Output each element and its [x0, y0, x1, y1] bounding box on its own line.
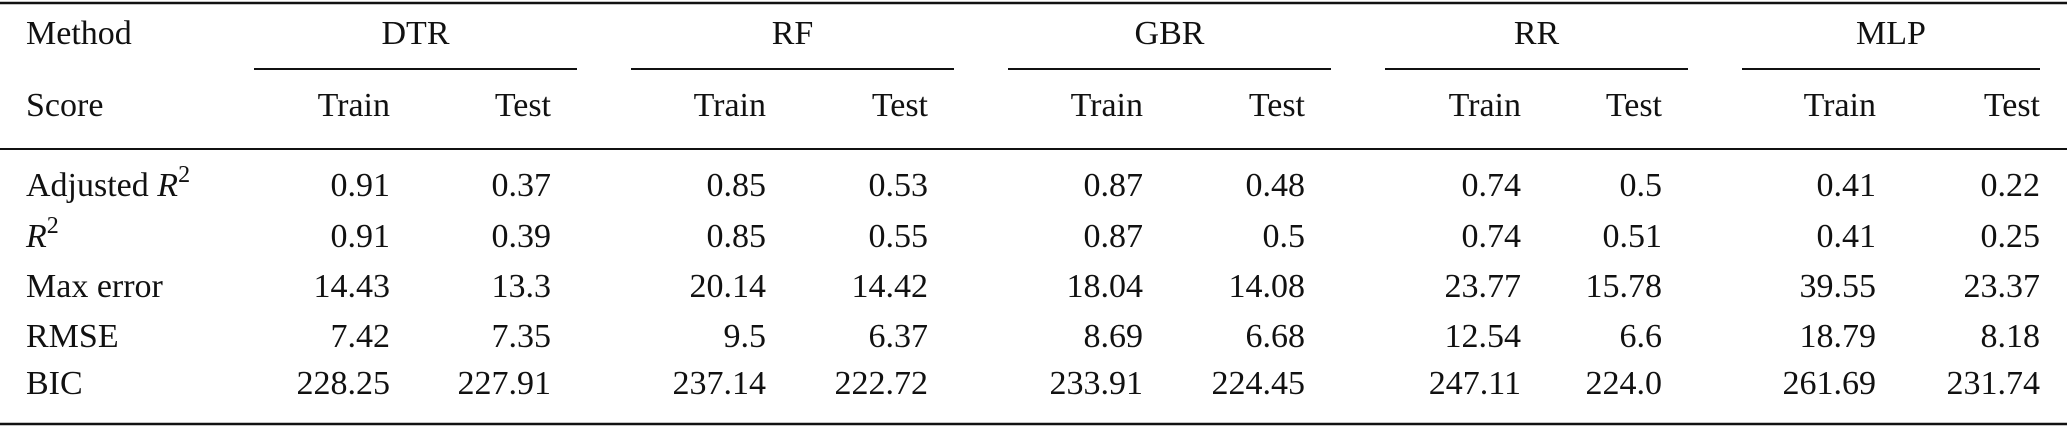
cell-value: 0.91 [331, 167, 391, 204]
cell-value: 23.37 [1964, 268, 2041, 305]
cell-value: 0.74 [1462, 167, 1522, 204]
label-part: Max error [26, 268, 164, 305]
column-header: Test [495, 87, 552, 124]
cell-value: 7.42 [331, 318, 391, 355]
group-header: GBR [1135, 15, 1205, 52]
cell-value: 20.14 [690, 268, 767, 305]
cell-value: 0.48 [1246, 167, 1306, 204]
cell-value: 23.77 [1445, 268, 1522, 305]
row-label: BIC [26, 365, 83, 402]
cell-value: 8.18 [1981, 318, 2041, 355]
cell-value: 6.68 [1246, 318, 1306, 355]
cell-value: 0.53 [869, 167, 929, 204]
score-header: Score [26, 87, 103, 124]
label-part: 2 [178, 162, 190, 188]
cell-value: 233.91 [1050, 365, 1144, 402]
cell-value: 0.74 [1462, 218, 1522, 255]
row-label: RMSE [26, 318, 119, 355]
cell-value: 0.87 [1084, 218, 1144, 255]
cell-value: 237.14 [673, 365, 767, 402]
column-header: Test [872, 87, 929, 124]
cell-value: 0.41 [1817, 167, 1877, 204]
cell-value: 261.69 [1783, 365, 1877, 402]
cell-value: 224.0 [1586, 365, 1663, 402]
label-part: RMSE [26, 318, 119, 355]
cell-value: 13.3 [492, 268, 552, 305]
cell-value: 8.69 [1084, 318, 1144, 355]
column-header: Test [1984, 87, 2041, 124]
cell-value: 12.54 [1445, 318, 1522, 355]
label-part: 2 [47, 213, 59, 239]
column-header: Train [1071, 87, 1143, 124]
cell-value: 0.55 [869, 218, 929, 255]
cell-value: 14.42 [852, 268, 929, 305]
cell-value: 0.85 [707, 167, 767, 204]
cell-value: 18.79 [1800, 318, 1877, 355]
cell-value: 0.51 [1603, 218, 1663, 255]
cell-value: 7.35 [492, 318, 552, 355]
cell-value: 14.08 [1229, 268, 1306, 305]
cell-value: 0.5 [1263, 218, 1306, 255]
cell-value: 6.37 [869, 318, 929, 355]
column-header: Train [318, 87, 390, 124]
row-label: R2 [25, 213, 59, 255]
label-part: BIC [26, 365, 83, 402]
row-label: Max error [26, 268, 164, 305]
cell-value: 0.85 [707, 218, 767, 255]
cell-value: 9.5 [724, 318, 767, 355]
column-header: Test [1249, 87, 1306, 124]
cell-value: 0.41 [1817, 218, 1877, 255]
group-header: RR [1514, 15, 1560, 52]
column-header: Test [1606, 87, 1663, 124]
column-header: Train [1804, 87, 1876, 124]
cell-value: 228.25 [297, 365, 391, 402]
group-header: RF [772, 15, 814, 52]
group-header: MLP [1856, 15, 1926, 52]
group-header: DTR [382, 15, 450, 52]
cell-value: 0.25 [1981, 218, 2041, 255]
cell-value: 222.72 [835, 365, 929, 402]
cell-value: 15.78 [1586, 268, 1663, 305]
label-part: R [25, 218, 47, 255]
cell-value: 227.91 [458, 365, 552, 402]
cell-value: 14.43 [314, 268, 391, 305]
cell-value: 0.91 [331, 218, 391, 255]
cell-value: 18.04 [1067, 268, 1144, 305]
cell-value: 0.87 [1084, 167, 1144, 204]
cell-value: 0.39 [492, 218, 552, 255]
column-header: Train [1449, 87, 1521, 124]
column-header: Train [694, 87, 766, 124]
cell-value: 0.5 [1620, 167, 1663, 204]
method-header: Method [26, 15, 132, 52]
cell-value: 39.55 [1800, 268, 1877, 305]
cell-value: 6.6 [1620, 318, 1663, 355]
row-label: Adjusted R2 [26, 162, 190, 204]
cell-value: 0.37 [492, 167, 552, 204]
label-part: Adjusted [26, 167, 157, 204]
cell-value: 247.11 [1429, 365, 1521, 402]
cell-value: 0.22 [1981, 167, 2041, 204]
cell-value: 231.74 [1947, 365, 2041, 402]
label-part: R [156, 167, 178, 204]
cell-value: 224.45 [1212, 365, 1306, 402]
